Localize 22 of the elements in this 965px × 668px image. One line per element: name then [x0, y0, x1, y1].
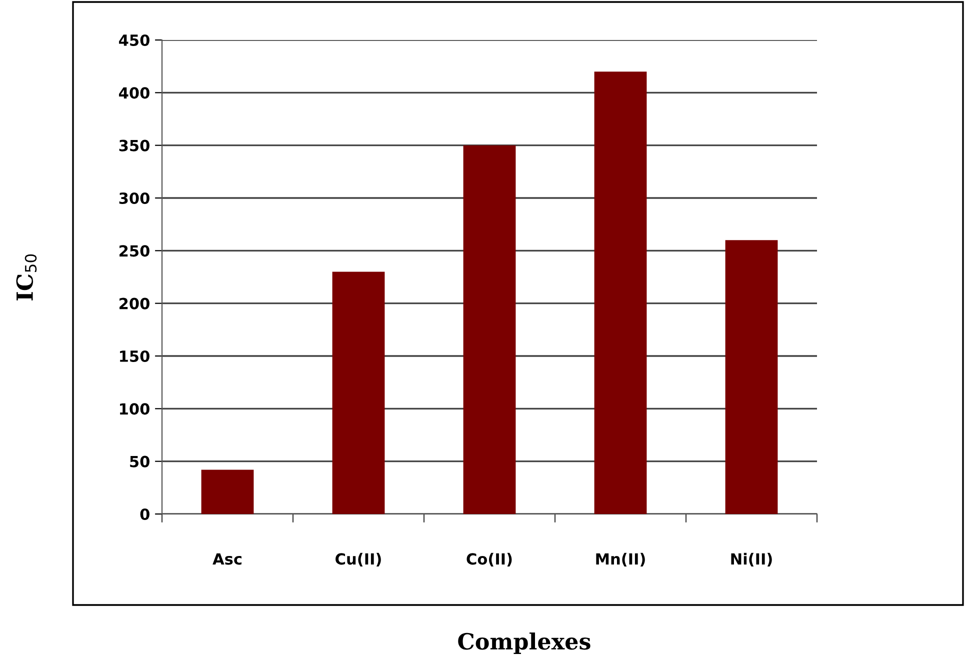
y-tick-label: 300: [119, 192, 150, 204]
x-tick-label: Ni(II): [731, 552, 772, 567]
y-tick-label: 400: [118, 87, 150, 99]
x-tick-label: Co(II): [466, 552, 512, 567]
y-tick-label: 250: [120, 245, 150, 257]
bar: [332, 272, 385, 514]
bar: [201, 470, 254, 514]
bar: [725, 240, 778, 514]
y-tick-label: 450: [118, 34, 150, 46]
x-tick-label: Asc: [212, 553, 242, 565]
y-tick-label: 200: [120, 298, 150, 310]
x-tick-label: Mn(II): [596, 552, 645, 567]
y-tick-label: 350: [119, 140, 150, 152]
y-axis-title: IC$_{50}$: [16, 254, 37, 300]
y-tick-label: 0: [140, 508, 150, 520]
x-tick-label: Cu(II): [336, 552, 381, 567]
y-tick-label: 50: [130, 456, 150, 468]
bar: [594, 72, 647, 514]
y-tick-label: 100: [120, 403, 150, 415]
bar: [463, 145, 516, 514]
y-tick-label: 150: [120, 350, 150, 362]
x-axis-title: Complexes: [458, 632, 590, 654]
